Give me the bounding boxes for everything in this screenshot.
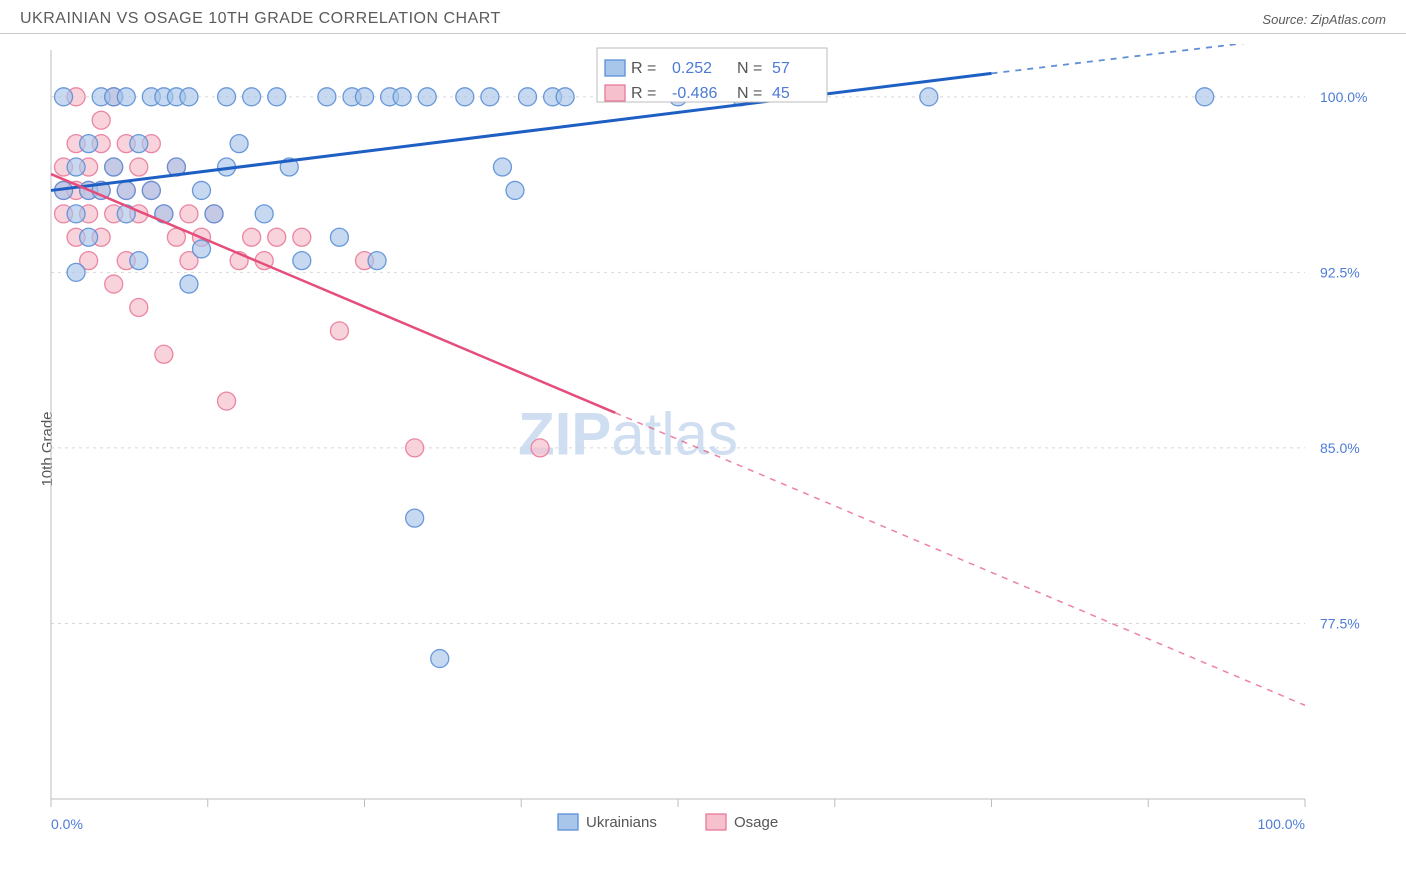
source-attribution: Source: ZipAtlas.com <box>1262 12 1386 27</box>
data-point <box>230 135 248 153</box>
data-point <box>1196 88 1214 106</box>
data-point <box>130 158 148 176</box>
data-point <box>268 228 286 246</box>
data-point <box>920 88 938 106</box>
data-point <box>406 439 424 457</box>
y-tick-label: 100.0% <box>1320 89 1367 105</box>
svg-text:57: 57 <box>772 60 790 77</box>
regression-line-extrapolated <box>992 44 1306 73</box>
svg-text:R =: R = <box>631 85 656 102</box>
source-link[interactable]: ZipAtlas.com <box>1311 12 1386 27</box>
data-point <box>493 158 511 176</box>
data-point <box>80 135 98 153</box>
data-point <box>142 181 160 199</box>
legend-swatch <box>558 814 578 830</box>
legend-swatch <box>605 85 625 101</box>
data-point <box>506 181 524 199</box>
data-point <box>218 88 236 106</box>
data-point <box>456 88 474 106</box>
regression-line <box>51 174 615 413</box>
svg-text:-0.486: -0.486 <box>672 85 717 102</box>
y-tick-label: 77.5% <box>1320 615 1360 631</box>
legend-swatch <box>605 60 625 76</box>
svg-text:45: 45 <box>772 85 790 102</box>
data-point <box>130 298 148 316</box>
data-point <box>519 88 537 106</box>
data-point <box>255 205 273 223</box>
chart-container: 10th Grade 77.5%85.0%92.5%100.0%ZIPatlas… <box>0 34 1406 864</box>
data-point <box>67 263 85 281</box>
data-point <box>67 205 85 223</box>
data-point <box>293 228 311 246</box>
svg-text:0.252: 0.252 <box>672 60 712 77</box>
data-point <box>368 252 386 270</box>
series-legend: Ukrainians Osage <box>558 814 778 831</box>
data-point <box>180 88 198 106</box>
data-point <box>205 205 223 223</box>
y-tick-label: 92.5% <box>1320 264 1360 280</box>
chart-header: UKRAINIAN VS OSAGE 10TH GRADE CORRELATIO… <box>0 0 1406 34</box>
data-point <box>243 88 261 106</box>
regression-line-extrapolated <box>615 413 1305 706</box>
data-point <box>406 509 424 527</box>
svg-text:N =: N = <box>737 85 762 102</box>
data-point <box>556 88 574 106</box>
data-point <box>268 88 286 106</box>
data-point <box>105 275 123 293</box>
data-point <box>418 88 436 106</box>
source-label: Source: <box>1262 12 1307 27</box>
data-point <box>92 111 110 129</box>
data-point <box>293 252 311 270</box>
data-point <box>356 88 374 106</box>
data-point <box>481 88 499 106</box>
data-point <box>330 322 348 340</box>
data-point <box>531 439 549 457</box>
data-point <box>155 345 173 363</box>
data-point <box>330 228 348 246</box>
data-point <box>180 205 198 223</box>
data-point <box>393 88 411 106</box>
data-point <box>180 275 198 293</box>
data-point <box>55 88 73 106</box>
data-point <box>192 240 210 258</box>
data-point <box>318 88 336 106</box>
data-point <box>117 181 135 199</box>
data-point <box>130 252 148 270</box>
data-point <box>130 135 148 153</box>
data-point <box>218 392 236 410</box>
y-tick-label: 85.0% <box>1320 440 1360 456</box>
chart-title: UKRAINIAN VS OSAGE 10TH GRADE CORRELATIO… <box>20 10 501 28</box>
legend-label: Osage <box>734 814 778 831</box>
x-start-label: 0.0% <box>51 816 83 832</box>
data-point <box>117 88 135 106</box>
data-point <box>105 158 123 176</box>
scatter-chart: 77.5% 85.0% 92.5% 100.0% ZIPatlas R = 0.252 N =… <box>45 44 1385 854</box>
data-point <box>80 228 98 246</box>
x-end-label: 100.0% <box>1258 816 1305 832</box>
svg-text:N =: N = <box>737 60 762 77</box>
data-point <box>67 158 85 176</box>
svg-text:R =: R = <box>631 60 656 77</box>
data-point <box>243 228 261 246</box>
legend-label: Ukrainians <box>586 814 657 831</box>
legend-swatch <box>706 814 726 830</box>
data-point <box>431 650 449 668</box>
watermark: ZIPatlas <box>518 401 738 468</box>
data-point <box>192 181 210 199</box>
